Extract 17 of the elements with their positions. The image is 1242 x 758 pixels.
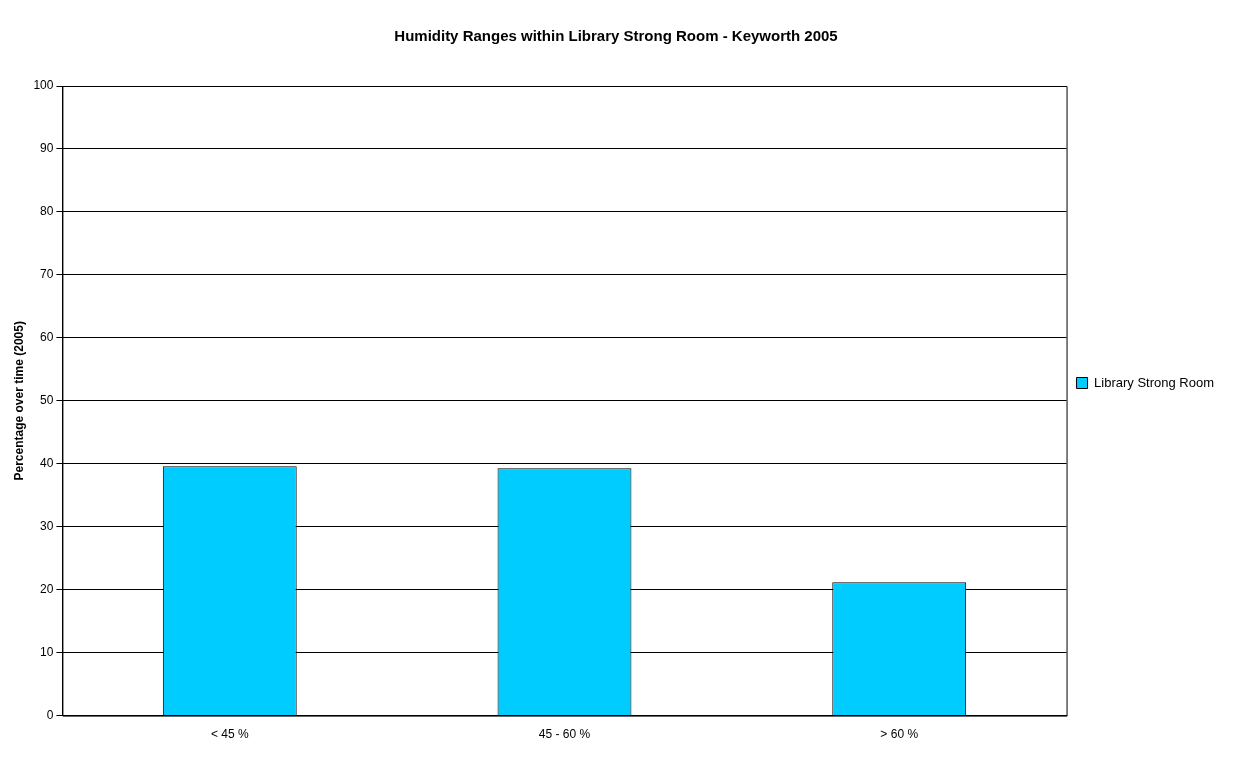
chart-title: Humidity Ranges within Library Strong Room - Keyworth 2005 — [394, 27, 838, 45]
y-tick-label: 100 — [33, 78, 54, 93]
y-tick-label: 80 — [40, 204, 54, 219]
y-tick-label: 10 — [40, 644, 54, 659]
x-tick-label: < 45 % — [210, 727, 249, 742]
y-tick-label: 90 — [40, 141, 54, 156]
y-tick-label: 60 — [40, 330, 54, 345]
y-tick-label: 50 — [40, 393, 54, 408]
legend-label: Library Strong Room — [1094, 374, 1215, 390]
x-tick-label: 45 - 60 % — [538, 727, 591, 742]
x-tick-label: > 60 % — [880, 727, 919, 742]
y-tick-label: 30 — [40, 519, 54, 534]
y-tick-label: 40 — [40, 456, 54, 471]
y-tick-label: 70 — [40, 267, 54, 282]
y-tick-label: 0 — [46, 707, 54, 722]
y-axis-title: Percentage over time (2005) — [11, 321, 26, 481]
y-tick-label: 20 — [40, 581, 54, 596]
